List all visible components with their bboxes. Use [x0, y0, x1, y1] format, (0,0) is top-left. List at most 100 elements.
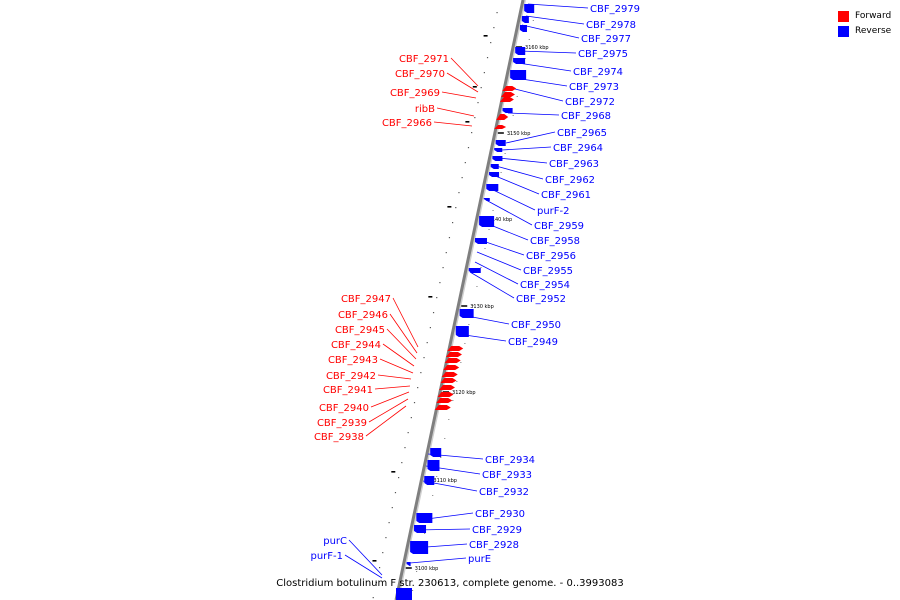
reverse-gene-leader — [525, 15, 585, 25]
reverse-gene-leader — [514, 77, 568, 87]
guide-dot — [477, 102, 479, 104]
reverse-gene-block — [489, 172, 500, 177]
reverse-gene-leader — [479, 239, 525, 256]
forward-gene-label: CBF_2939 — [317, 418, 367, 429]
reverse-gene-label: CBF_2932 — [479, 487, 529, 498]
guide-dot — [500, 172, 502, 173]
guide-dot — [484, 248, 486, 249]
forward-gene-block — [494, 125, 507, 129]
guide-dot — [474, 117, 476, 119]
legend-forward-label: Forward — [855, 11, 892, 21]
reverse-gene-block — [495, 140, 506, 146]
legend-forward: Forward — [838, 9, 891, 24]
guide-dot — [455, 207, 457, 209]
guide-dot — [416, 571, 418, 572]
reverse-gene-label: CBF_2959 — [534, 221, 584, 232]
guide-dot — [385, 537, 387, 539]
reverse-gene-leader — [412, 543, 468, 549]
guide-dash — [428, 296, 433, 298]
guide-dot — [401, 462, 403, 464]
reverse-gene-label: CBF_2956 — [526, 251, 576, 262]
guide-dot — [436, 476, 438, 477]
guide-dot — [483, 72, 485, 74]
forward-gene-label: ribB — [415, 104, 435, 115]
scale-tick-label: 3160 kbp — [525, 45, 549, 51]
reverse-gene-leader — [495, 165, 544, 180]
reverse-gene-label: purC — [323, 536, 347, 547]
reverse-gene-leader — [476, 251, 522, 271]
reverse-gene-label: CBF_2962 — [545, 175, 595, 186]
forward-gene-label: CBF_2971 — [399, 54, 449, 65]
guide-dot — [492, 210, 494, 211]
forward-gene-block — [441, 372, 458, 377]
scale-tick-label: 3150 kbp — [507, 131, 531, 137]
reverse-gene-leader — [344, 554, 383, 579]
legend-reverse: Reverse — [838, 24, 891, 39]
guide-dot — [524, 58, 526, 59]
guide-dot — [458, 192, 460, 194]
guide-dot — [512, 115, 514, 116]
guide-dot — [516, 96, 518, 97]
guide-dot — [407, 432, 409, 434]
reverse-gene-block — [521, 16, 529, 23]
forward-gene-block — [434, 405, 451, 410]
reverse-gene-block — [524, 4, 535, 13]
guide-dot — [445, 252, 447, 254]
forward-gene-leader — [441, 91, 477, 99]
forward-gene-label: CBF_2942 — [326, 371, 376, 382]
reverse-gene-label: CBF_2963 — [549, 159, 599, 170]
reverse-gene-block — [459, 309, 474, 318]
forward-gene-block — [444, 358, 461, 363]
guide-dot — [452, 400, 454, 401]
guide-dot — [440, 457, 442, 458]
reverse-gene-label: CBF_2979 — [590, 4, 640, 15]
reverse-gene-block — [510, 70, 527, 80]
guide-dot — [432, 495, 434, 496]
legend: Forward Reverse — [838, 9, 891, 39]
reverse-gene-label: CBF_2973 — [569, 82, 619, 93]
reverse-gene-leader — [527, 3, 589, 9]
guide-dot — [490, 42, 492, 44]
reverse-gene-label: CBF_2958 — [530, 236, 580, 247]
guide-dot — [476, 286, 478, 287]
reverse-gene-label: CBF_2933 — [482, 470, 532, 481]
guide-dot — [429, 327, 431, 329]
guide-dot — [410, 417, 412, 419]
forward-gene-block — [502, 86, 517, 91]
guide-dot — [493, 27, 495, 29]
forward-gene-leader — [382, 343, 415, 367]
reverse-gene-label: CBF_2950 — [511, 320, 561, 331]
reverse-gene-leader — [519, 50, 577, 54]
forward-gene-label: CBF_2969 — [390, 88, 440, 99]
guide-dot — [432, 312, 435, 314]
reverse-gene-label: purF-2 — [537, 206, 570, 217]
reverse-gene-block — [479, 216, 495, 227]
reverse-gene-label: CBF_2977 — [581, 34, 631, 45]
guide-dot — [467, 147, 470, 149]
forward-gene-leader — [370, 391, 410, 408]
reverse-gene-block — [474, 238, 487, 244]
forward-gene-leader — [433, 121, 473, 127]
guide-dot — [404, 447, 406, 449]
reverse-gene-leader — [507, 112, 560, 116]
guide-dot — [412, 590, 414, 591]
reverse-gene-block — [519, 25, 527, 32]
guide-dot — [394, 492, 397, 494]
forward-gene-block — [436, 398, 453, 403]
forward-gene-block — [443, 365, 460, 370]
forward-gene-leader — [374, 385, 411, 390]
reverse-gene-block — [424, 476, 435, 485]
reverse-gene-block — [494, 148, 503, 152]
guide-dash — [465, 121, 470, 123]
guide-dot — [439, 282, 441, 284]
forward-gene-block — [496, 114, 509, 120]
guide-dot — [388, 522, 390, 524]
reverse-gene-label: CBF_2929 — [472, 525, 522, 536]
guide-dot — [423, 357, 425, 359]
guide-dot — [468, 324, 470, 325]
reverse-gene-leader — [427, 453, 484, 460]
forward-gene-leader — [379, 358, 414, 374]
reverse-gene-block — [430, 448, 442, 457]
forward-gene-block — [445, 352, 462, 357]
